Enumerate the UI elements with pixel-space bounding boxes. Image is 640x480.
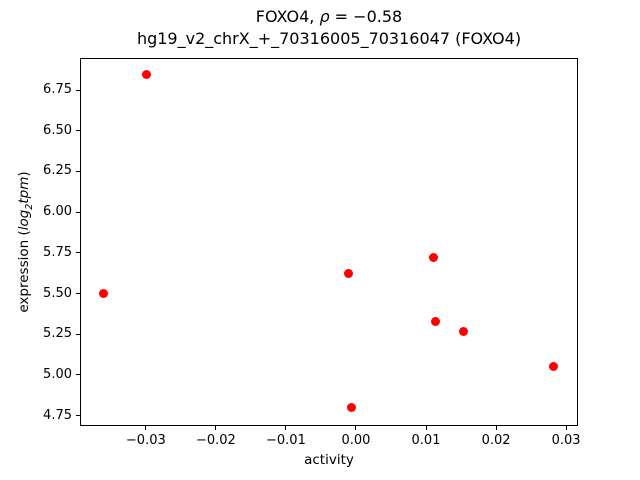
x-tick-label: −0.01 xyxy=(266,433,306,448)
y-tick-mark xyxy=(76,415,80,417)
y-tick-label: 5.00 xyxy=(43,366,72,382)
y-tick-label: 6.50 xyxy=(43,122,72,138)
title-correlation-value: = −0.58 xyxy=(329,7,403,26)
y-tick-label: 5.50 xyxy=(43,285,72,301)
data-point xyxy=(347,402,357,412)
title-rho-symbol: ρ xyxy=(319,7,330,26)
x-tick-label: 0.01 xyxy=(411,433,441,448)
data-point xyxy=(98,288,108,298)
plot-area xyxy=(80,58,578,426)
data-point xyxy=(548,361,558,371)
y-tick-label: 5.75 xyxy=(43,244,72,260)
x-axis-label: activity xyxy=(304,452,354,468)
x-tick-label: −0.02 xyxy=(195,433,236,448)
y-tick-mark xyxy=(76,374,80,376)
x-tick-mark xyxy=(215,426,217,430)
y-tick-label: 6.25 xyxy=(43,163,72,179)
y-tick-mark xyxy=(76,252,80,254)
y-tick-mark xyxy=(76,170,80,172)
x-tick-label: −0.03 xyxy=(125,433,166,448)
x-tick-mark xyxy=(495,426,497,430)
data-point xyxy=(142,70,152,80)
y-tick-mark xyxy=(76,89,80,91)
chart-title-line2: hg19_v2_chrX_+_70316005_70316047 (FOXO4) xyxy=(136,29,522,48)
chart-title-line1: FOXO4, ρ = −0.58 xyxy=(80,6,578,28)
data-point xyxy=(431,316,441,326)
data-point xyxy=(428,252,438,262)
x-tick-label: 0.03 xyxy=(551,433,581,448)
y-tick-label: 4.75 xyxy=(43,407,72,423)
x-tick-label: 0.02 xyxy=(481,433,511,448)
x-tick-mark xyxy=(145,426,147,430)
x-tick-mark xyxy=(565,426,567,430)
data-point xyxy=(458,327,468,337)
y-tick-label: 6.75 xyxy=(43,82,72,98)
x-tick-mark xyxy=(355,426,357,430)
x-tick-label: 0.00 xyxy=(341,433,371,448)
title-gene-text: FOXO4, xyxy=(255,7,320,26)
y-tick-label: 6.00 xyxy=(43,204,72,220)
data-point xyxy=(344,268,354,278)
y-tick-mark xyxy=(76,293,80,294)
y-tick-mark xyxy=(76,333,80,335)
x-tick-mark xyxy=(285,426,287,430)
y-tick-mark xyxy=(76,130,80,132)
y-tick-label: 5.25 xyxy=(43,326,72,342)
x-tick-mark xyxy=(425,426,427,430)
chart-title: FOXO4, ρ = −0.58 hg19_v2_chrX_+_70316005… xyxy=(80,6,578,50)
y-tick-mark xyxy=(76,211,80,213)
